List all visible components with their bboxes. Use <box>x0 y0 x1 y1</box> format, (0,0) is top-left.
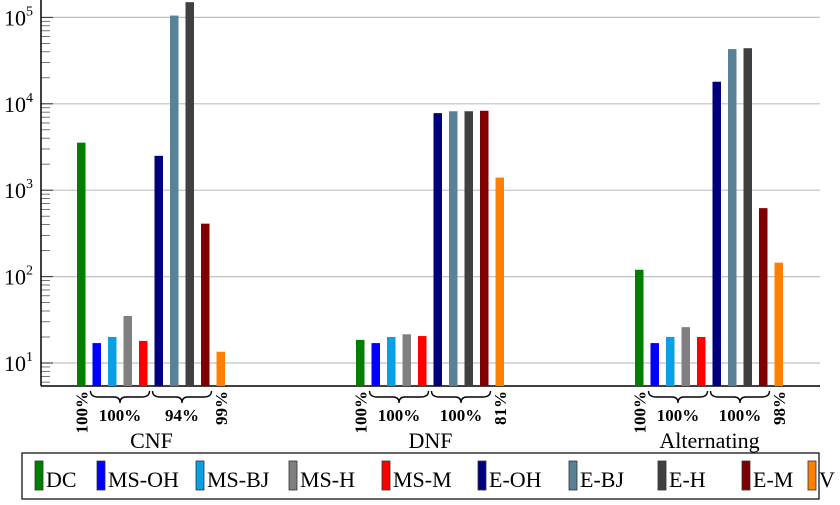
legend-item-ms-h: MS-H <box>288 460 355 492</box>
brace <box>647 390 709 404</box>
legend-item-e-m: E-M <box>741 460 793 492</box>
legend-swatch <box>568 460 578 491</box>
brace <box>151 390 213 404</box>
percentage-label: 98% <box>770 391 789 425</box>
bar-cnf-e-h <box>185 2 194 386</box>
percentage-label: 100% <box>657 406 700 425</box>
percentage-label: 94% <box>165 406 199 425</box>
legend-swatch <box>657 460 667 491</box>
legend-label: MS-OH <box>108 467 179 492</box>
bar-dnf-e-h <box>464 111 473 386</box>
bar-cnf-dc <box>77 142 86 386</box>
bar-dnf-e-oh <box>433 113 442 387</box>
bar-alternating-dc <box>635 269 644 386</box>
legend-item-ms-oh: MS-OH <box>96 460 179 492</box>
y-tick-label: 103 <box>4 177 33 203</box>
bar-dnf-e-m <box>480 110 489 386</box>
percentage-label: 100% <box>630 391 649 434</box>
category-label: CNF <box>130 428 173 453</box>
legend-item-e-oh: E-OH <box>477 460 542 492</box>
bar-cnf-e-bj <box>170 15 179 386</box>
legend-label: DC <box>46 467 77 492</box>
y-tick-label: 102 <box>4 264 33 290</box>
bar-dnf-dc <box>356 339 365 386</box>
legend-label: E-BJ <box>580 467 624 492</box>
legend-item-e-bj: E-BJ <box>568 460 624 492</box>
bar-dnf-v <box>495 177 504 386</box>
category-label: DNF <box>408 428 452 453</box>
legend-swatch <box>96 460 106 491</box>
legend-item-ms-m: MS-M <box>381 460 452 492</box>
legend-item-ms-bj: MS-BJ <box>195 460 270 492</box>
bar-cnf-v <box>216 351 225 386</box>
bar-alternating-ms-oh <box>650 343 659 386</box>
bars <box>77 2 783 387</box>
legend-swatch <box>741 460 751 491</box>
bar-cnf-ms-oh <box>92 343 101 386</box>
bar-cnf-ms-m <box>139 340 148 386</box>
percentage-label: 100% <box>351 391 370 434</box>
bar-alternating-e-h <box>743 48 752 386</box>
legend-item-v: V <box>807 460 835 492</box>
legend-item-dc: DC <box>34 460 77 492</box>
bar-alternating-ms-m <box>697 336 706 386</box>
legend-label: V <box>819 467 835 492</box>
legend-swatch <box>477 460 487 491</box>
percentage-label: 100% <box>72 391 91 434</box>
legend-swatch <box>34 460 44 491</box>
bar-alternating-ms-h <box>681 327 690 386</box>
brace <box>430 390 492 404</box>
percentage-label: 99% <box>212 391 231 425</box>
legend-item-e-h: E-H <box>657 460 706 492</box>
bar-cnf-e-m <box>201 223 210 386</box>
bar-alternating-e-oh <box>712 81 721 387</box>
bar-dnf-ms-h <box>402 334 411 386</box>
percentage-label: 100% <box>719 406 762 425</box>
bar-alternating-ms-bj <box>666 336 675 386</box>
y-tick-label: 101 <box>4 350 33 376</box>
legend-label: E-H <box>669 467 706 492</box>
legend-label: MS-BJ <box>207 467 270 492</box>
legend-label: MS-H <box>300 467 355 492</box>
bar-dnf-ms-bj <box>387 336 396 386</box>
bar-cnf-ms-bj <box>108 336 117 386</box>
y-axis: 101 102 103 104 105 <box>4 0 820 387</box>
legend-label: E-OH <box>489 467 542 492</box>
x-axis-category-labels: CNF DNF Alternating <box>130 428 760 453</box>
brace <box>709 390 771 404</box>
percentage-label: 100% <box>378 406 421 425</box>
percentage-label: 100% <box>99 406 142 425</box>
legend-swatch <box>381 460 391 491</box>
bar-alternating-v <box>774 262 783 386</box>
legend-swatch <box>195 460 205 491</box>
percentage-label: 81% <box>491 391 510 425</box>
y-tick-label: 104 <box>4 91 33 117</box>
category-label: Alternating <box>659 428 759 453</box>
bar-dnf-e-bj <box>449 111 458 386</box>
bar-dnf-ms-oh <box>371 343 380 386</box>
bar-cnf-ms-h <box>123 315 132 386</box>
percentage-label: 100% <box>440 406 483 425</box>
brace <box>89 390 151 404</box>
percentage-annotations: 100% 100% 94% 99% 100% 100% 100% 81% 100% 100% 100… <box>72 390 789 434</box>
legend: DC MS-OH MS-BJ MS-H MS-M E-OH E-BJ E-H E-M V <box>21 452 835 500</box>
bar-alternating-e-m <box>759 208 768 386</box>
bar-dnf-ms-m <box>418 336 427 386</box>
legend-label: E-M <box>753 467 793 492</box>
bar-alternating-e-bj <box>728 49 737 386</box>
bar-cnf-e-oh <box>154 155 163 386</box>
y-tick-label: 105 <box>4 4 33 30</box>
brace <box>368 390 430 404</box>
legend-box <box>21 452 820 500</box>
legend-label: MS-M <box>393 467 452 492</box>
legend-swatch <box>807 460 817 491</box>
legend-swatch <box>288 460 298 491</box>
